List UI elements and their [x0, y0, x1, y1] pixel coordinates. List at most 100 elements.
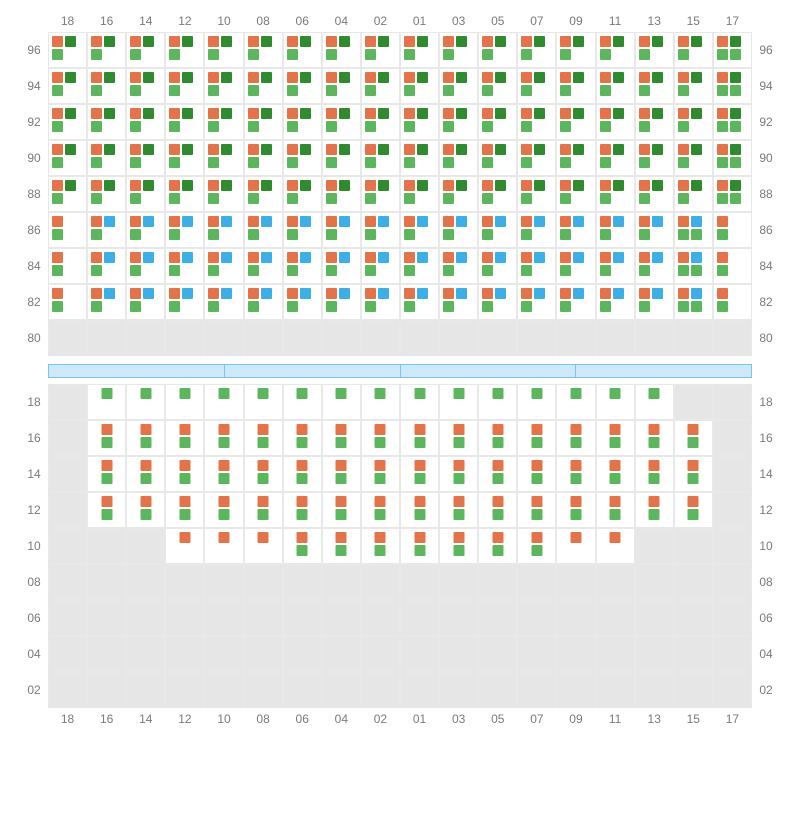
rack-slot[interactable] — [165, 176, 204, 212]
rack-slot[interactable] — [165, 248, 204, 284]
rack-slot[interactable] — [439, 284, 478, 320]
rack-slot[interactable] — [126, 212, 165, 248]
rack-slot[interactable] — [400, 32, 439, 68]
rack-slot[interactable] — [478, 492, 517, 528]
rack-slot[interactable] — [87, 140, 126, 176]
rack-slot[interactable] — [361, 68, 400, 104]
rack-slot[interactable] — [556, 176, 595, 212]
rack-slot[interactable] — [48, 284, 87, 320]
rack-slot[interactable] — [204, 284, 243, 320]
rack-slot[interactable] — [283, 420, 322, 456]
rack-slot[interactable] — [126, 248, 165, 284]
rack-slot[interactable] — [204, 32, 243, 68]
rack-slot[interactable] — [244, 492, 283, 528]
rack-slot[interactable] — [674, 104, 713, 140]
rack-slot[interactable] — [478, 528, 517, 564]
rack-slot[interactable] — [283, 32, 322, 68]
rack-slot[interactable] — [556, 384, 595, 420]
rack-slot[interactable] — [556, 212, 595, 248]
rack-slot[interactable] — [596, 212, 635, 248]
rack-slot[interactable] — [165, 140, 204, 176]
rack-slot[interactable] — [439, 176, 478, 212]
rack-slot[interactable] — [322, 492, 361, 528]
rack-slot[interactable] — [439, 456, 478, 492]
rack-slot[interactable] — [204, 456, 243, 492]
rack-slot[interactable] — [635, 284, 674, 320]
rack-slot[interactable] — [244, 284, 283, 320]
rack-slot[interactable] — [674, 284, 713, 320]
rack-slot[interactable] — [635, 248, 674, 284]
rack-slot[interactable] — [596, 104, 635, 140]
rack-slot[interactable] — [87, 32, 126, 68]
rack-slot[interactable] — [556, 140, 595, 176]
rack-slot[interactable] — [517, 492, 556, 528]
rack-slot[interactable] — [322, 456, 361, 492]
rack-slot[interactable] — [596, 492, 635, 528]
rack-slot[interactable] — [517, 384, 556, 420]
rack-slot[interactable] — [478, 32, 517, 68]
rack-slot[interactable] — [87, 456, 126, 492]
rack-slot[interactable] — [283, 492, 322, 528]
rack-slot[interactable] — [244, 68, 283, 104]
rack-slot[interactable] — [596, 248, 635, 284]
rack-slot[interactable] — [87, 492, 126, 528]
rack-slot[interactable] — [283, 68, 322, 104]
rack-slot[interactable] — [361, 492, 400, 528]
rack-slot[interactable] — [126, 104, 165, 140]
rack-slot[interactable] — [48, 248, 87, 284]
rack-slot[interactable] — [439, 248, 478, 284]
rack-slot[interactable] — [283, 284, 322, 320]
rack-slot[interactable] — [322, 248, 361, 284]
rack-slot[interactable] — [48, 32, 87, 68]
rack-slot[interactable] — [204, 420, 243, 456]
rack-slot[interactable] — [596, 284, 635, 320]
rack-slot[interactable] — [517, 528, 556, 564]
rack-slot[interactable] — [48, 212, 87, 248]
rack-slot[interactable] — [48, 176, 87, 212]
rack-slot[interactable] — [361, 384, 400, 420]
rack-slot[interactable] — [400, 284, 439, 320]
rack-slot[interactable] — [244, 176, 283, 212]
rack-slot[interactable] — [283, 384, 322, 420]
rack-slot[interactable] — [126, 420, 165, 456]
rack-slot[interactable] — [126, 456, 165, 492]
rack-slot[interactable] — [87, 68, 126, 104]
rack-slot[interactable] — [635, 456, 674, 492]
rack-slot[interactable] — [204, 104, 243, 140]
rack-slot[interactable] — [361, 32, 400, 68]
rack-slot[interactable] — [126, 68, 165, 104]
rack-slot[interactable] — [204, 248, 243, 284]
rack-slot[interactable] — [244, 528, 283, 564]
rack-slot[interactable] — [556, 420, 595, 456]
rack-slot[interactable] — [439, 492, 478, 528]
rack-slot[interactable] — [635, 140, 674, 176]
rack-slot[interactable] — [165, 68, 204, 104]
rack-slot[interactable] — [596, 176, 635, 212]
rack-slot[interactable] — [674, 140, 713, 176]
rack-slot[interactable] — [713, 104, 752, 140]
rack-slot[interactable] — [674, 176, 713, 212]
rack-slot[interactable] — [165, 384, 204, 420]
rack-slot[interactable] — [126, 384, 165, 420]
rack-slot[interactable] — [244, 140, 283, 176]
rack-slot[interactable] — [517, 104, 556, 140]
rack-slot[interactable] — [400, 492, 439, 528]
rack-slot[interactable] — [244, 32, 283, 68]
rack-slot[interactable] — [556, 456, 595, 492]
rack-slot[interactable] — [400, 248, 439, 284]
rack-slot[interactable] — [283, 248, 322, 284]
rack-slot[interactable] — [596, 140, 635, 176]
rack-slot[interactable] — [439, 212, 478, 248]
rack-slot[interactable] — [674, 32, 713, 68]
rack-slot[interactable] — [478, 104, 517, 140]
rack-slot[interactable] — [478, 68, 517, 104]
rack-slot[interactable] — [87, 176, 126, 212]
rack-slot[interactable] — [400, 68, 439, 104]
rack-slot[interactable] — [478, 384, 517, 420]
rack-slot[interactable] — [87, 384, 126, 420]
rack-slot[interactable] — [478, 212, 517, 248]
rack-slot[interactable] — [322, 32, 361, 68]
rack-slot[interactable] — [283, 140, 322, 176]
rack-slot[interactable] — [87, 248, 126, 284]
rack-slot[interactable] — [48, 104, 87, 140]
